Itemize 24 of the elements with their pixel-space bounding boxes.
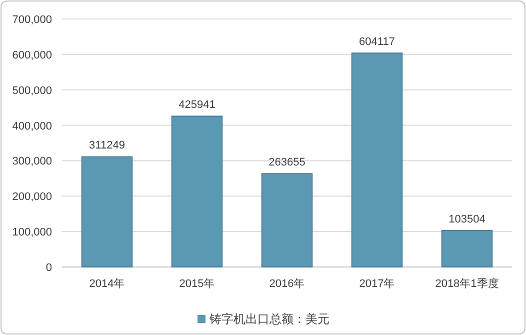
data-label: 311249 bbox=[89, 140, 125, 152]
y-tick-label: 0 bbox=[46, 262, 52, 274]
y-tick-label: 500,000 bbox=[12, 84, 52, 97]
y-tick-label: 600,000 bbox=[12, 49, 52, 62]
bar bbox=[81, 156, 133, 268]
y-tick-label: 700,000 bbox=[12, 14, 52, 26]
bar bbox=[171, 116, 223, 268]
x-tick-label: 2014年 bbox=[89, 278, 125, 290]
y-tick-label: 400,000 bbox=[12, 120, 52, 132]
y-tick-label: 100,000 bbox=[12, 226, 52, 239]
x-tick-label: 2017年 bbox=[359, 278, 395, 290]
bar bbox=[261, 173, 313, 268]
data-label: 604117 bbox=[359, 36, 395, 48]
y-tick-label: 200,000 bbox=[12, 191, 52, 204]
x-tick-label: 2015年 bbox=[179, 278, 215, 290]
bar bbox=[351, 52, 403, 268]
bar bbox=[441, 230, 493, 268]
data-label: 425941 bbox=[178, 99, 216, 112]
x-tick-label: 2018年1季度 bbox=[435, 277, 499, 290]
y-tick-label: 300,000 bbox=[12, 156, 52, 168]
legend-label: 铸字机出口总额：美元 bbox=[208, 312, 330, 326]
data-label: 263655 bbox=[268, 156, 306, 169]
data-label: 103504 bbox=[448, 213, 486, 226]
x-tick-label: 2016年 bbox=[269, 278, 305, 290]
